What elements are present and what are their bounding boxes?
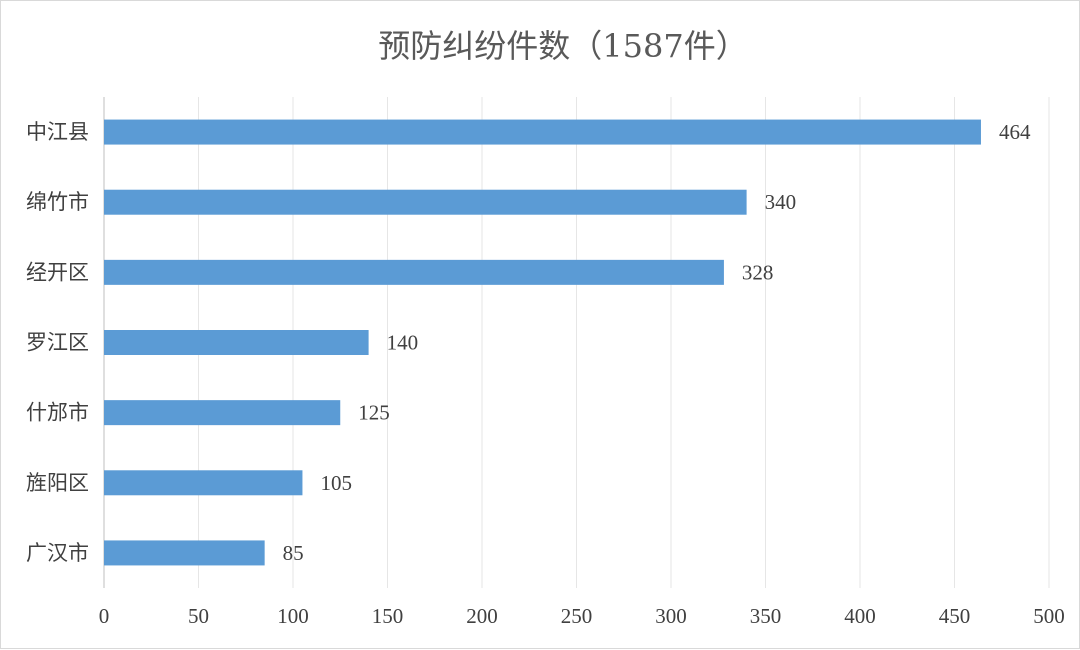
category-label: 广汉市 <box>26 541 89 565</box>
bar <box>104 259 724 285</box>
data-label: 105 <box>320 471 352 495</box>
data-label: 340 <box>765 190 797 214</box>
bars <box>104 119 981 566</box>
x-tick-label: 500 <box>1033 604 1065 628</box>
x-tick-label: 0 <box>99 604 110 628</box>
category-label: 中江县 <box>26 120 89 144</box>
bar <box>104 189 747 215</box>
x-tick-label: 150 <box>372 604 404 628</box>
data-labels: 464 340 328 140 125 105 85 <box>283 120 1031 565</box>
bar <box>104 330 369 355</box>
data-label: 140 <box>387 331 419 355</box>
data-label: 125 <box>358 401 390 425</box>
bar <box>104 470 303 496</box>
x-tick-label: 200 <box>466 604 498 628</box>
category-label: 罗江区 <box>26 331 89 355</box>
x-tick-label: 50 <box>188 604 209 628</box>
x-tick-label: 400 <box>844 604 876 628</box>
category-label: 旌阳区 <box>26 471 89 495</box>
x-tick-labels: 0 50 100 150 200 250 300 350 400 450 500 <box>99 604 1065 628</box>
data-label: 328 <box>742 260 774 284</box>
category-label: 绵竹市 <box>26 190 89 214</box>
x-tick-label: 450 <box>939 604 971 628</box>
data-label: 464 <box>999 120 1031 144</box>
x-tick-label: 250 <box>561 604 593 628</box>
bar <box>104 540 265 566</box>
category-label: 经开区 <box>26 260 89 284</box>
bar <box>104 119 981 145</box>
grid <box>103 97 1050 588</box>
category-label: 什邡市 <box>26 401 89 425</box>
x-tick-label: 300 <box>655 604 687 628</box>
x-tick-label: 100 <box>277 604 309 628</box>
chart-title: 预防纠纷件数（1587件） <box>378 27 747 65</box>
bar <box>104 400 341 426</box>
x-tick-label: 350 <box>750 604 782 628</box>
data-label: 85 <box>283 541 304 565</box>
